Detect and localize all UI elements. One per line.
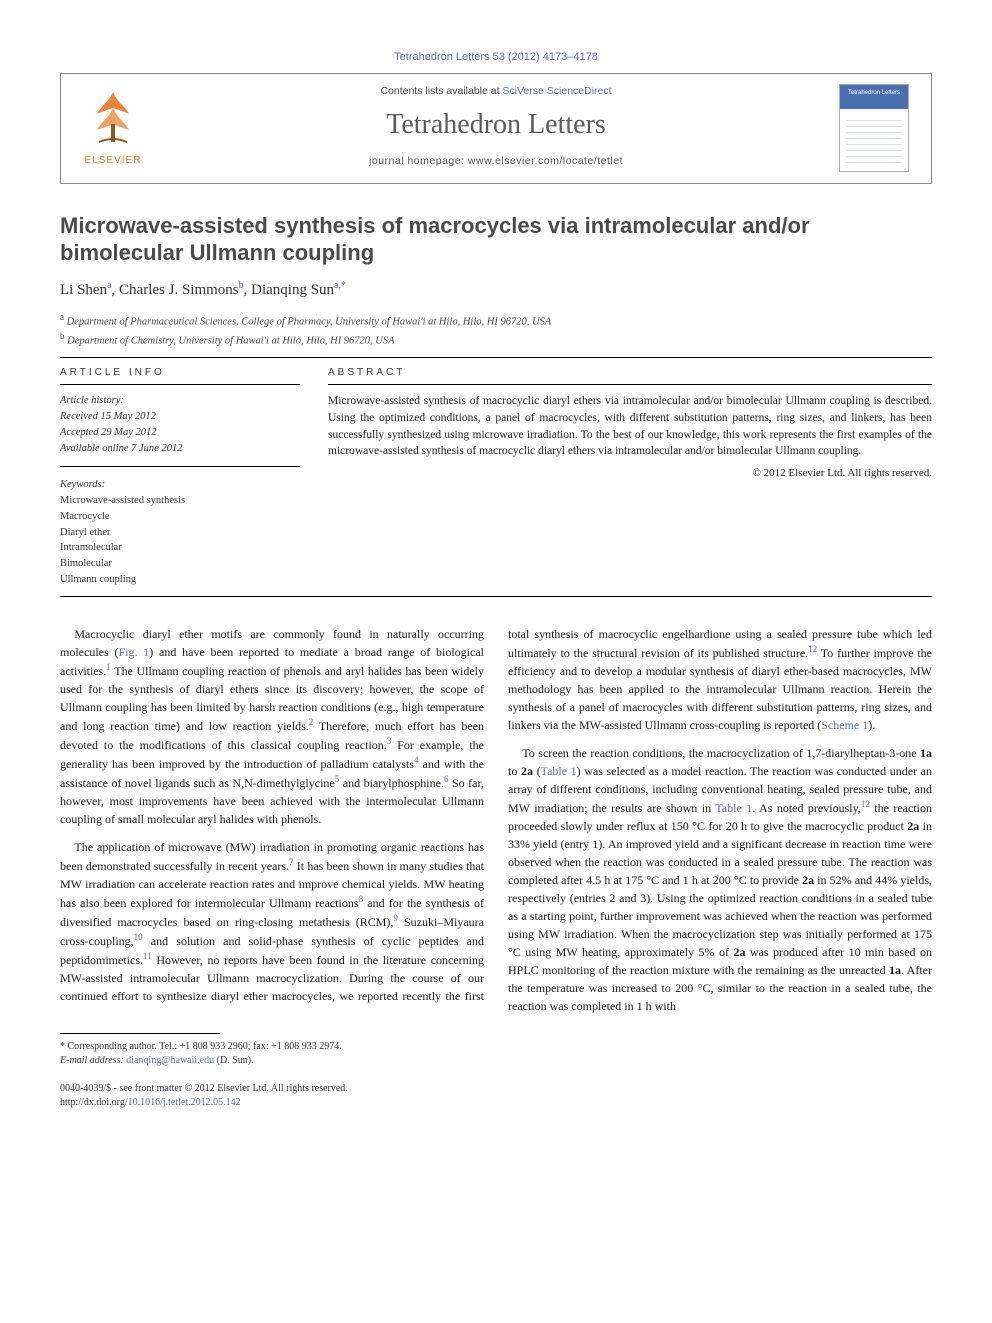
citation-line: Tetrahedron Letters 53 (2012) 4173–4178 — [60, 50, 932, 65]
history-online: Available online 7 June 2012 — [60, 441, 300, 457]
author-list: Li Shena, Charles J. Simmonsb, Dianqing … — [60, 279, 932, 301]
citation-ref[interactable]: 12 — [808, 644, 817, 654]
compound-label: 2a — [733, 945, 745, 959]
email-suffix: (D. Sun). — [214, 1055, 253, 1066]
compound-label: 2a — [907, 819, 919, 833]
homepage-prefix: journal homepage: — [369, 155, 468, 167]
bottom-matter: 0040-4039/$ - see front matter © 2012 El… — [60, 1082, 932, 1110]
abstract-copyright: © 2012 Elsevier Ltd. All rights reserved… — [328, 466, 932, 481]
doi-prefix: http://dx.doi.org/ — [60, 1097, 128, 1108]
history-heading: Article history: — [60, 393, 300, 409]
body-text: and biarylphosphine. — [339, 776, 444, 790]
body-text: ). — [868, 718, 875, 732]
author-aff-marker: a — [107, 280, 111, 291]
email-label: E-mail address: — [60, 1055, 126, 1066]
issn-line: 0040-4039/$ - see front matter © 2012 El… — [60, 1082, 932, 1096]
homepage-url[interactable]: www.elsevier.com/locate/tetlet — [468, 155, 623, 167]
body-text: . As noted previously, — [752, 801, 861, 815]
citation-ref[interactable]: 11 — [143, 951, 152, 961]
compound-label: 2a — [521, 764, 533, 778]
table-reference[interactable]: Table 1 — [541, 764, 577, 778]
author: Li Shen — [60, 282, 107, 298]
publisher-logo: ELSEVIER — [73, 84, 153, 172]
citation-ref[interactable]: 10 — [134, 932, 143, 942]
body-paragraph: Macrocyclic diaryl ether motifs are comm… — [60, 625, 484, 828]
sciencedirect-link[interactable]: SciVerse ScienceDirect — [502, 85, 611, 97]
journal-title: Tetrahedron Letters — [171, 105, 821, 144]
journal-cover-thumbnail: Tetrahedron Letters — [839, 84, 919, 172]
cover-title: Tetrahedron Letters — [844, 89, 904, 97]
keyword: Microwave-assisted synthesis — [60, 493, 300, 509]
keyword: Bimolecular — [60, 556, 300, 572]
affiliation-a: Department of Pharmaceutical Sciences, C… — [67, 316, 552, 327]
keywords-block: Keywords: Microwave-assisted synthesis M… — [60, 477, 300, 587]
body-paragraph: To screen the reaction conditions, the m… — [508, 744, 932, 1015]
journal-header: ELSEVIER Tetrahedron Letters Contents li… — [60, 73, 932, 184]
author: Charles J. Simmons — [119, 282, 239, 298]
article-body: Macrocyclic diaryl ether motifs are comm… — [60, 625, 932, 1015]
email-link[interactable]: dianqing@hawaii.edu — [126, 1055, 214, 1066]
corresponding-marker-icon: ,* — [339, 280, 347, 291]
affiliation-b: Department of Chemistry, University of H… — [67, 336, 394, 347]
doi-link[interactable]: 10.1016/j.tetlet.2012.05.142 — [128, 1097, 241, 1108]
compound-label: 1a — [920, 746, 932, 760]
contents-available-line: Contents lists available at SciVerse Sci… — [171, 84, 821, 99]
abstract-text: Microwave-assisted synthesis of macrocyc… — [328, 393, 932, 460]
article-title: Microwave-assisted synthesis of macrocyc… — [60, 212, 932, 267]
affiliations: a Department of Pharmaceutical Sciences,… — [60, 311, 932, 350]
keywords-heading: Keywords: — [60, 477, 300, 493]
body-text: ( — [533, 764, 541, 778]
cover-body-icon — [846, 115, 902, 165]
scheme-reference[interactable]: Scheme 1 — [821, 718, 868, 732]
author: Dianqing Sun — [251, 282, 334, 298]
abstract-heading: ABSTRACT — [328, 366, 932, 385]
divider — [60, 357, 932, 358]
body-text: To screen the reaction conditions, the m… — [522, 746, 920, 760]
article-info-heading: ARTICLE INFO — [60, 366, 300, 385]
journal-homepage-line: journal homepage: www.elsevier.com/locat… — [171, 154, 821, 169]
keyword: Ullmann coupling — [60, 572, 300, 588]
keyword: Macrocycle — [60, 509, 300, 525]
citation-ref[interactable]: 12 — [861, 799, 870, 809]
history-received: Received 15 May 2012 — [60, 409, 300, 425]
footnotes: * Corresponding author. Tel.: +1 808 933… — [60, 1040, 932, 1068]
keyword: Diaryl ether — [60, 525, 300, 541]
author-aff-marker: b — [239, 280, 244, 291]
footnote-divider — [60, 1033, 220, 1034]
compound-label: 2a — [802, 873, 814, 887]
corresponding-footnote: * Corresponding author. Tel.: +1 808 933… — [60, 1040, 932, 1054]
figure-reference[interactable]: Fig. 1 — [118, 645, 149, 659]
body-text: to — [508, 764, 521, 778]
article-history: Article history: Received 15 May 2012 Ac… — [60, 393, 300, 467]
divider — [60, 596, 932, 597]
keyword: Intramolecular — [60, 540, 300, 556]
publisher-name: ELSEVIER — [73, 154, 153, 168]
history-accepted: Accepted 29 May 2012 — [60, 425, 300, 441]
compound-label: 1a — [889, 963, 901, 977]
contents-prefix: Contents lists available at — [380, 85, 502, 97]
elsevier-tree-icon — [79, 84, 147, 152]
table-reference[interactable]: Table 1 — [715, 801, 752, 815]
